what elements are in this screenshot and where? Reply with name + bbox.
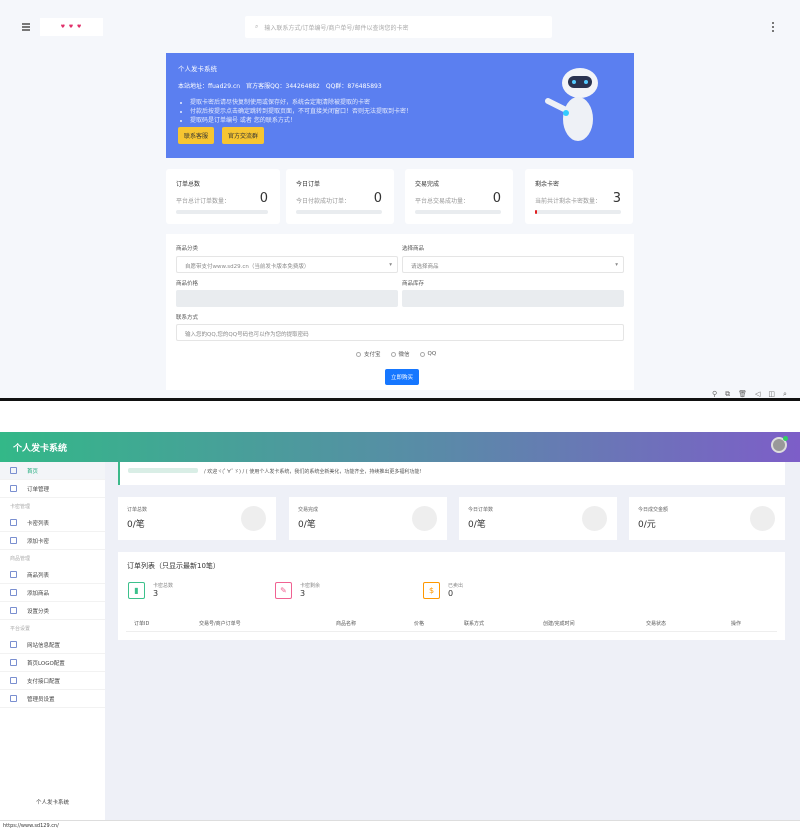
site-logo[interactable]: ♥ ♥ ♥: [40, 18, 103, 36]
stock-field: [402, 290, 624, 307]
sidebar-item[interactable]: 网站信息配置: [0, 636, 105, 654]
dashboard-main: / 欢迎ヾ(ﾟ∀ﾟゞ) / ( 使用个人发卡系统，我们的系统全新美化，功能齐全，…: [105, 462, 800, 820]
sidebar-group-label: 商品管理: [10, 555, 31, 562]
stat-value: 0: [373, 191, 382, 206]
card-icon: ✎: [275, 582, 292, 599]
progress-bar: [535, 210, 621, 214]
copy-icon[interactable]: ⧉: [725, 390, 731, 398]
stat-value: 3: [612, 191, 621, 206]
purchase-form: 商品分类 自愿带支付www.sd29.cn（当前发卡版本免费版） ▾ 选择商品 请…: [166, 234, 634, 390]
sidebar-item[interactable]: 首页LOGO配置: [0, 654, 105, 672]
stat-card: 今日订单数 0/笔: [459, 497, 617, 540]
mute-icon[interactable]: ◁: [755, 390, 761, 398]
stock-label: 商品库存: [402, 281, 425, 287]
stat-card-completed: 交易完成 平台总交易成功量： 0: [405, 169, 513, 224]
menu-item-icon: [10, 695, 17, 702]
trash-icon[interactable]: 🗑: [738, 390, 748, 398]
official-group-button[interactable]: 官方交流群: [222, 127, 265, 144]
banner-note: 提取卡密后请尽快复制使用或保存好，系统会定期清除被提取的卡密: [190, 98, 622, 107]
progress-bar: [415, 210, 501, 214]
menu-icon[interactable]: [22, 23, 30, 31]
product-select[interactable]: 请选择商品 ▾: [402, 256, 624, 273]
sidebar-item[interactable]: 设置分类: [0, 602, 105, 620]
menu-item-icon: [10, 677, 17, 684]
order-list-title: 订单列表（只显示最新10笔）: [127, 562, 220, 570]
menu-item-icon: [10, 589, 17, 596]
menu-item-icon: [10, 485, 17, 492]
banner-note: 提取码是订单编号 或者 您的联系方式！: [190, 116, 622, 125]
stat-card-total-orders: 订单总数 平台总计订单数量： 0: [166, 169, 280, 224]
stat-value: 0: [259, 191, 268, 206]
contact-input[interactable]: 输入您的QQ,您的QQ号码也可以作为您的提取密码: [176, 324, 624, 341]
dollar-icon: $: [423, 582, 440, 599]
more-options-icon[interactable]: [772, 22, 774, 32]
stat-card: 交易完成 0/笔: [289, 497, 447, 540]
stat-card: 今日成交金额 0/元: [629, 497, 785, 540]
contact-label: 联系方式: [176, 315, 199, 321]
sidebar-group-label: 卡密管理: [10, 503, 31, 510]
category-select[interactable]: 自愿带支付www.sd29.cn（当前发卡版本免费版） ▾: [176, 256, 398, 273]
payment-wechat-radio[interactable]: 微信: [390, 350, 410, 358]
banner-note: 付款后按提示点击确定跳转到提取页面，不可直接关闭窗口！否则无法提取到卡密！: [190, 107, 622, 116]
menu-item-icon: [10, 641, 17, 648]
category-label: 商品分类: [176, 246, 199, 252]
menu-item-icon: [10, 607, 17, 614]
window-toolbar: ⚲ ⧉ 🗑 ◁ ◫ ⌕: [712, 390, 787, 399]
order-list-card: 订单列表（只显示最新10笔） ▮ 卡密总数 3 ✎ 卡密剩余 3 $ 已卖出 0 订单ID 交…: [118, 552, 785, 640]
stat-value: 0: [492, 191, 501, 206]
order-table-header: 订单ID 交易号/商户订单号 商品名称 价格 联系方式 创建/完成时间 交易状态 操作: [126, 618, 777, 632]
search-icon[interactable]: ⌕: [783, 390, 787, 398]
sidebar-item[interactable]: 支付接口配置: [0, 672, 105, 690]
storefront-page: ♥ ♥ ♥ ⌕ 输入联系方式/订单编号/商户单号/邮件以查询您的卡密 个人发卡系统…: [0, 0, 800, 398]
sidebar-item[interactable]: 管理员设置: [0, 690, 105, 708]
sidebar-item[interactable]: 首页: [0, 462, 105, 480]
sidebar-item[interactable]: 商品列表: [0, 566, 105, 584]
window-icon[interactable]: ◫: [768, 390, 776, 398]
sidebar-item[interactable]: 添加卡密: [0, 532, 105, 550]
progress-bar: [296, 210, 382, 214]
stat-card: 订单总数 0/笔: [118, 497, 276, 540]
price-label: 商品价格: [176, 281, 199, 287]
sidebar-group-label: 平台设置: [10, 625, 31, 632]
menu-item-icon: [10, 519, 17, 526]
divider: [0, 398, 800, 401]
sidebar-item[interactable]: 添加商品: [0, 584, 105, 602]
sidebar-item[interactable]: 卡密列表: [0, 514, 105, 532]
banner-info: 本站地址：ffuad29.cn 官方客服QQ：344264882 QQ群：876…: [178, 83, 382, 90]
avatar[interactable]: [771, 436, 788, 453]
admin-header: 个人发卡系统: [0, 432, 800, 462]
banner-title: 个人发卡系统: [178, 65, 217, 73]
menu-item-icon: [10, 537, 17, 544]
chart-icon: ▮: [128, 582, 145, 599]
product-label: 选择商品: [402, 246, 425, 252]
menu-item-icon: [10, 571, 17, 578]
welcome-banner: / 欢迎ヾ(ﾟ∀ﾟゞ) / ( 使用个人发卡系统，我们的系统全新美化，功能齐全，…: [118, 462, 785, 485]
robot-illustration: [545, 68, 598, 141]
sidebar-item[interactable]: 订单管理: [0, 480, 105, 498]
order-search-input[interactable]: ⌕ 输入联系方式/订单编号/商户单号/邮件以查询您的卡密: [245, 16, 552, 38]
payment-qq-radio[interactable]: QQ: [419, 350, 436, 358]
progress-bar: [176, 210, 268, 214]
contact-service-button[interactable]: 联系客服: [178, 127, 215, 144]
stat-card-remaining-cards: 剩余卡密 当前共计剩余卡密数量： 3: [525, 169, 633, 224]
pin-icon[interactable]: ⚲: [712, 390, 718, 398]
menu-item-icon: [10, 659, 17, 666]
search-icon: ⌕: [255, 23, 259, 30]
sidebar: 首页 订单管理卡密管理卡密列表 添加卡密商品管理商品列表 添加商品 设置分类平台设置网站…: [0, 462, 105, 820]
payment-alipay-radio[interactable]: 支付宝: [356, 350, 381, 358]
sidebar-footer: 个人发卡系统: [35, 800, 69, 806]
status-bar-url: https://www.sd129.cn/: [0, 820, 800, 831]
stat-card-today-orders: 今日订单 今日付款成功订单： 0: [286, 169, 394, 224]
buy-now-button[interactable]: 立即购买: [385, 369, 420, 385]
app-title: 个人发卡系统: [13, 444, 68, 454]
price-field: [176, 290, 398, 307]
menu-item-icon: [10, 467, 17, 474]
info-banner: 个人发卡系统 本站地址：ffuad29.cn 官方客服QQ：344264882 …: [166, 53, 634, 158]
